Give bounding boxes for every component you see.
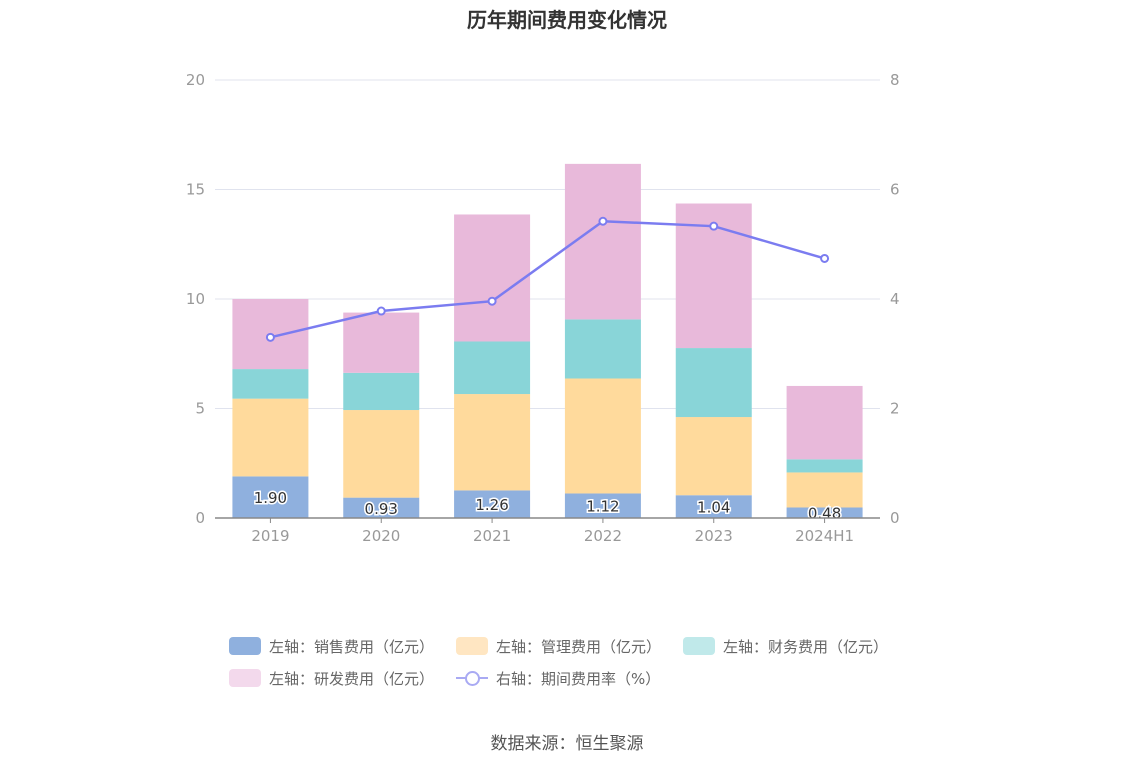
bar-segment-admin bbox=[564, 378, 641, 494]
chart-plot: 0 5 10 15 20 0 2 4 6 8 2019 2020 2021 2022 2023 2024H1 1… bbox=[186, 71, 900, 545]
bar-segment-finance bbox=[786, 459, 863, 473]
legend-swatch-admin bbox=[456, 637, 489, 655]
bar-segment-rnd bbox=[564, 163, 641, 320]
legend-label-rnd: 左轴：研发费用（亿元） bbox=[269, 669, 435, 688]
right-axis-tick-label: 0 bbox=[890, 509, 900, 527]
legend-label-admin: 左轴：管理费用（亿元） bbox=[496, 637, 662, 656]
legend-swatch-sales bbox=[229, 637, 261, 655]
right-axis-tick-label: 2 bbox=[890, 400, 900, 418]
legend-item-admin[interactable]: 左轴：管理费用（亿元） bbox=[456, 636, 661, 657]
legend-swatch-finance bbox=[683, 637, 716, 655]
sales-data-label: 0.48 bbox=[808, 505, 841, 523]
bar-segment-admin bbox=[675, 417, 752, 496]
sales-data-label: 0.93 bbox=[365, 500, 398, 518]
bar-segment-rnd bbox=[343, 312, 420, 373]
legend-line-marker-icon bbox=[456, 669, 489, 687]
bar-segment-finance bbox=[454, 341, 531, 395]
expense-ratio-line bbox=[270, 219, 825, 339]
expense-ratio-point bbox=[709, 221, 719, 231]
legend: 左轴：销售费用（亿元） 左轴：管理费用（亿元） 左轴：财务费用（亿元） 左轴：研… bbox=[229, 630, 929, 694]
chart-title: 历年期间费用变化情况 bbox=[467, 8, 667, 32]
bar-segment-sales bbox=[786, 507, 863, 518]
right-axis-tick-label: 4 bbox=[890, 290, 900, 308]
right-axis-tick-label: 8 bbox=[890, 71, 900, 89]
bar-segment-sales bbox=[564, 493, 641, 518]
bar-segment-sales bbox=[454, 490, 531, 518]
left-axis-tick-label: 0 bbox=[195, 509, 205, 527]
bar-segment-sales bbox=[232, 476, 309, 518]
legend-item-sales[interactable]: 左轴：销售费用（亿元） bbox=[229, 636, 434, 657]
bar-segment-rnd bbox=[454, 214, 531, 342]
x-axis-tick-label: 2023 bbox=[695, 527, 733, 545]
expense-ratio-point bbox=[487, 296, 497, 306]
bar-segment-sales bbox=[675, 495, 752, 518]
bar-segment-finance bbox=[343, 372, 420, 411]
expense-ratio-point bbox=[598, 216, 608, 226]
source-note: 数据来源：恒生聚源 bbox=[490, 734, 644, 754]
legend-label-finance: 左轴：财务费用（亿元） bbox=[723, 637, 889, 656]
bar-segment-admin bbox=[786, 472, 863, 508]
left-axis-tick-label: 10 bbox=[186, 290, 205, 308]
x-axis-tick-label: 2020 bbox=[362, 527, 400, 545]
bar-segment-admin bbox=[232, 398, 309, 477]
x-axis-tick-label: 2019 bbox=[251, 527, 289, 545]
bar-segment-rnd bbox=[786, 385, 863, 460]
x-axis-tick-label: 2022 bbox=[584, 527, 622, 545]
left-axis-tick-label: 20 bbox=[186, 71, 205, 89]
legend-label-expense-ratio: 右轴：期间费用率（%） bbox=[496, 669, 661, 688]
bar-segment-admin bbox=[454, 394, 531, 491]
sales-data-label: 1.26 bbox=[475, 496, 508, 514]
legend-item-finance[interactable]: 左轴：财务费用（亿元） bbox=[683, 636, 888, 657]
bar-segment-sales bbox=[343, 497, 420, 518]
x-axis-tick-label: 2024H1 bbox=[795, 527, 854, 545]
bar-segment-finance bbox=[564, 319, 641, 379]
left-axis-tick-label: 15 bbox=[186, 181, 205, 199]
sales-data-label: 1.04 bbox=[697, 499, 730, 517]
x-axis-tick-label: 2021 bbox=[473, 527, 511, 545]
left-axis-tick-label: 5 bbox=[195, 400, 205, 418]
right-axis-tick-label: 6 bbox=[890, 181, 900, 199]
legend-item-expense-ratio[interactable]: 右轴：期间费用率（%） bbox=[456, 668, 660, 689]
expense-ratio-point bbox=[376, 306, 386, 316]
legend-swatch-rnd bbox=[229, 669, 261, 687]
bar-segment-admin bbox=[343, 410, 420, 498]
sales-data-label: 1.12 bbox=[586, 498, 619, 516]
legend-item-rnd[interactable]: 左轴：研发费用（亿元） bbox=[229, 668, 434, 689]
sales-data-label: 1.90 bbox=[254, 489, 287, 507]
legend-label-sales: 左轴：销售费用（亿元） bbox=[269, 637, 435, 656]
bar-segment-finance bbox=[675, 348, 752, 418]
expense-ratio-point bbox=[265, 332, 275, 342]
bar-segment-finance bbox=[232, 369, 309, 399]
expense-ratio-point bbox=[820, 253, 830, 263]
